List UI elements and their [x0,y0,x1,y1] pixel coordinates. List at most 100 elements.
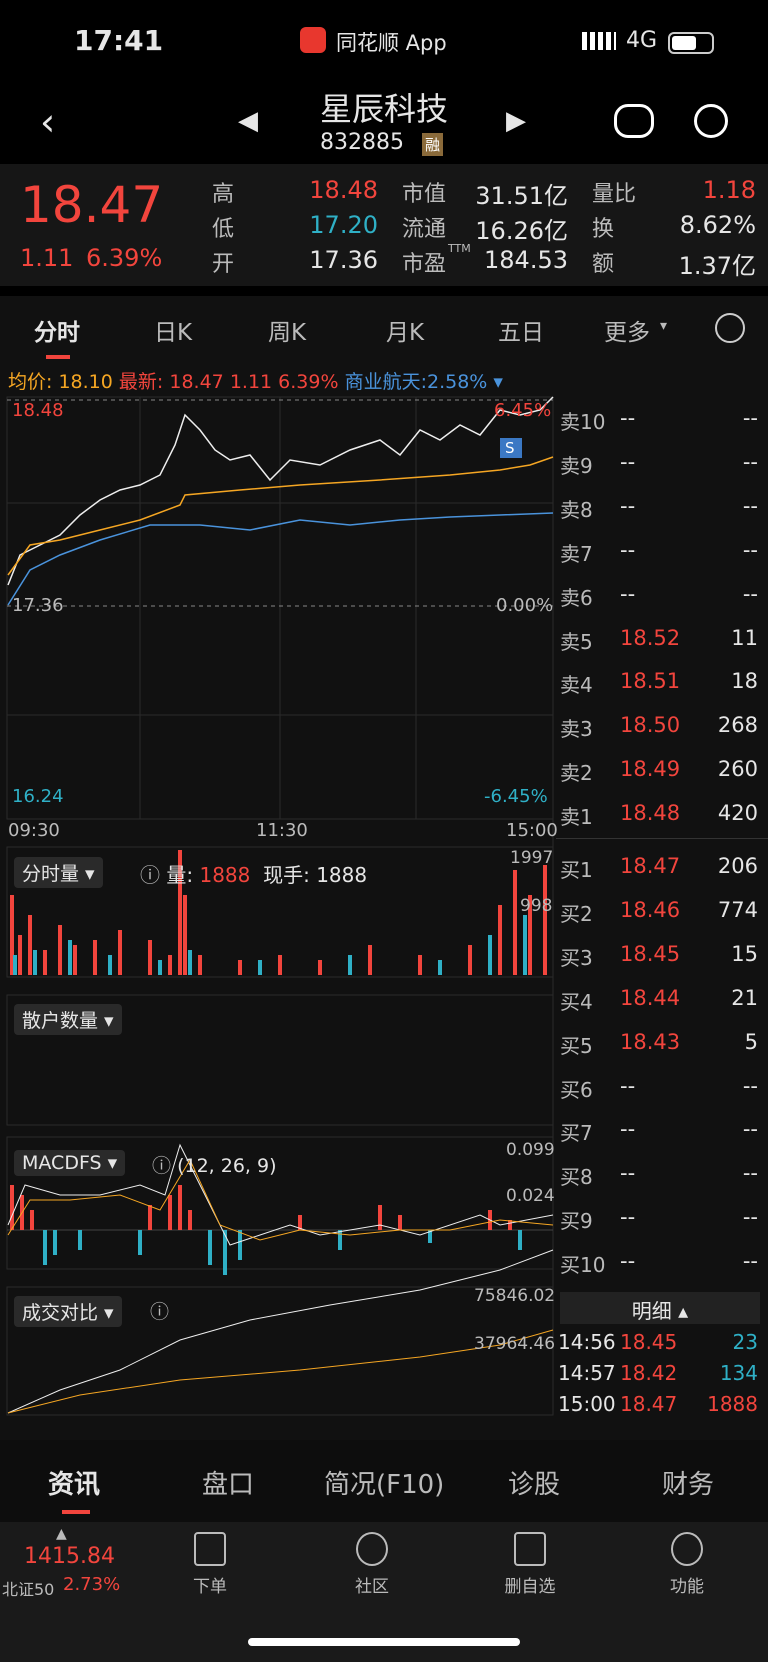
index-name: 北证50 [2,1580,55,1599]
bottom-tab[interactable]: 诊股 [508,1470,561,1500]
trade-price: 18.45 [620,1330,678,1354]
stat-value: 17.20 [309,211,378,239]
stat-value: 8.62% [679,211,756,239]
nav-icon[interactable] [514,1532,546,1566]
stat-label: 市值 [402,182,447,207]
open-label: 17.36 [12,595,64,616]
vol-max: 1997 [510,848,554,868]
book-label: 卖6 [560,585,593,610]
detail-header[interactable]: 明细 ▴ [560,1292,760,1324]
bottom-tab[interactable]: 简况(F10) [324,1470,445,1500]
nav-label[interactable]: 删自选 [504,1577,556,1597]
book-label: 卖7 [560,541,593,566]
trade-time: 15:00 [558,1392,616,1416]
book-vol: 268 [717,713,758,738]
high-pct: 6.45% [494,400,552,421]
book-vol: -- [742,493,758,518]
book-label: 买5 [560,1033,593,1058]
book-label: 买3 [560,945,593,970]
prev[interactable]: ◀ [238,106,258,136]
bottom-tab[interactable]: 资讯 [48,1470,101,1500]
stock-name: 星辰科技 [320,90,449,128]
bottom-tab[interactable]: 盘口 [202,1470,255,1500]
time-label: 09:30 [8,820,60,841]
tab[interactable]: 分时 [34,320,80,346]
book-vol: -- [742,1161,758,1186]
trade-vol: 23 [732,1330,758,1354]
tab[interactable]: 日K [154,320,193,346]
nav-label[interactable]: 下单 [193,1577,227,1597]
search[interactable] [694,104,728,138]
book-vol: 5 [744,1029,758,1054]
book-label: 卖8 [560,497,593,522]
book-vol: 420 [717,801,758,826]
book-label: 买1 [560,858,593,882]
book-vol: 15 [731,941,758,966]
nav-icon[interactable] [356,1532,388,1566]
compare-v2: 37964.46 [474,1334,556,1354]
pct: 6.39% [86,244,163,272]
trade-price: 18.42 [620,1361,678,1385]
book-vol: -- [742,406,758,430]
stat-label: 流通 [402,217,447,242]
signal [582,32,616,50]
tab[interactable]: 更多 [604,320,650,346]
nav-icon[interactable] [194,1532,226,1566]
macd-title[interactable]: MACDFS ▾ [14,1150,126,1176]
macd-title-text: MACDFS [22,1152,102,1174]
book-label: 买9 [560,1209,593,1234]
stat-label: 高 [212,182,235,207]
book-label: 买2 [560,901,593,926]
book-label: 卖1 [560,805,593,830]
change: 1.11 [20,244,74,272]
high-label: 18.48 [12,400,64,421]
tab[interactable]: 周K [268,320,307,346]
book-vol: 11 [731,625,758,650]
retail-title-text: 散户数量 [22,1010,99,1032]
latest: 18.47 [169,371,224,393]
retail-title[interactable]: 散户数量 ▾ [14,1004,122,1035]
book-price: -- [620,1161,636,1186]
book-vol: 206 [717,854,758,878]
tabs-bg [0,296,768,362]
volume-title-text: 分时量 [22,863,80,885]
compare-title[interactable]: 成交对比 ▾ [14,1296,122,1327]
tab[interactable]: 五日 [498,320,544,346]
book-price: -- [620,1249,636,1274]
tab-indicator [46,355,70,359]
book-price: -- [620,493,636,518]
marker: S [505,439,515,457]
app-name: 同花顺 App [336,31,447,55]
book-price: 18.51 [620,669,681,694]
nav-label[interactable]: 功能 [670,1577,704,1597]
bottom-tab[interactable]: 财务 [662,1470,715,1500]
book-vol: -- [742,1249,758,1274]
book-label: 卖5 [560,629,593,654]
detail-title: 明细 [631,1299,672,1323]
latest-change: 1.11 [229,371,273,393]
book-price: -- [620,1205,636,1230]
stat-label: 额 [592,252,615,277]
back[interactable]: ‹ [40,100,56,144]
settings[interactable] [715,313,745,343]
book-vol: -- [742,449,758,474]
nav-label[interactable]: 社区 [355,1577,389,1597]
stat-label: 市盈 [402,252,447,277]
next[interactable]: ▶ [506,106,526,136]
book-vol: 774 [717,897,758,922]
latest-label: 最新: [118,371,164,393]
stat-value: 184.53 [484,246,568,274]
tab[interactable]: 月K [386,320,425,346]
book-vol: 18 [731,669,758,694]
robot[interactable] [614,104,654,138]
book-label: 买6 [560,1077,593,1102]
open-pct: 0.00% [496,595,554,616]
book-price: 18.46 [620,897,681,922]
book-vol: -- [742,1073,758,1098]
volume-title[interactable]: 分时量 ▾ [14,857,103,888]
stat-value: 1.37亿 [678,252,756,280]
book-label: 卖10 [560,410,606,434]
low-pct: -6.45% [484,786,548,807]
sector: 商业航天: [344,371,427,393]
nav-icon[interactable] [671,1532,703,1566]
